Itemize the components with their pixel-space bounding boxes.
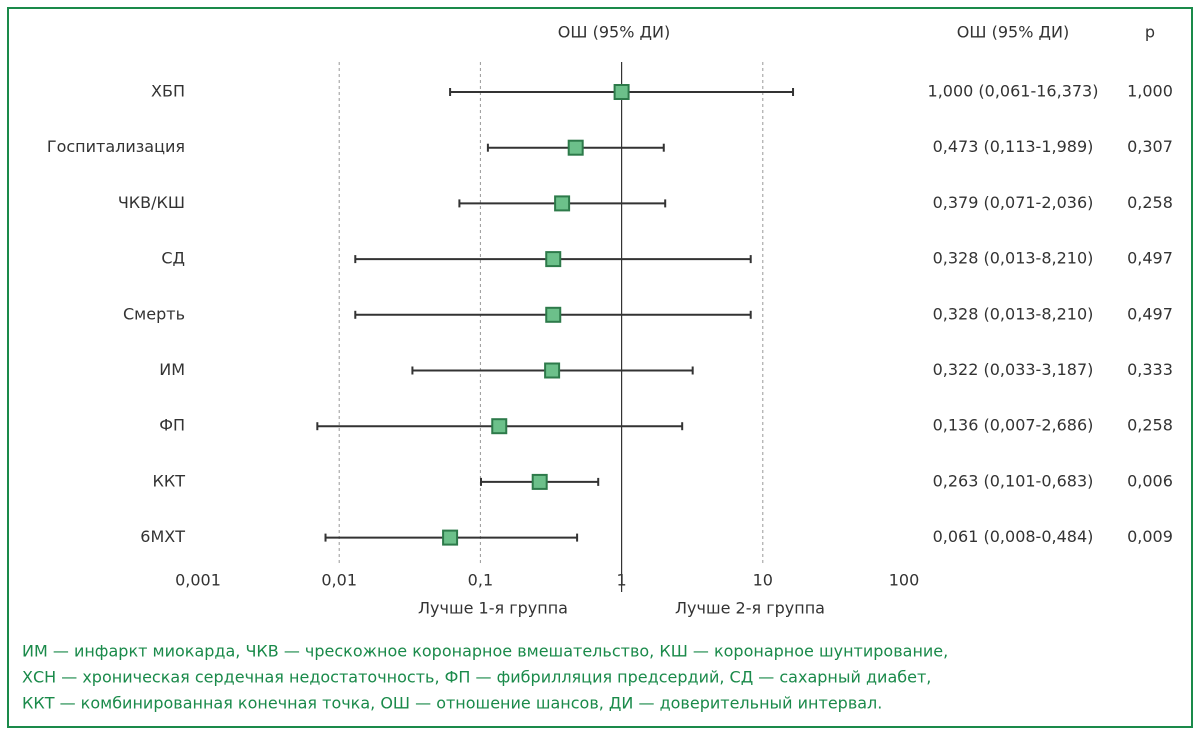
annotation: Лучше 2-я группа (675, 599, 825, 618)
x-tick-label: 10 (753, 571, 773, 590)
marker (567, 139, 584, 156)
annotation: Лучше 1-я группа (418, 599, 568, 618)
x-tick-label: 100 (889, 571, 920, 590)
marker (545, 251, 562, 268)
x-tick-label: 0,001 (175, 571, 221, 590)
marker (442, 529, 459, 546)
marker (491, 418, 508, 435)
frame (7, 7, 1193, 728)
p-label: 0,258 (1127, 416, 1173, 435)
y-tick-label: ФП (159, 416, 185, 435)
p-label: 0,006 (1127, 471, 1173, 490)
y-tick-label: ККТ (153, 471, 186, 490)
p-label: 1,000 (1127, 82, 1173, 101)
y-tick-label: Госпитализация (47, 137, 185, 156)
p-label: 0,497 (1127, 304, 1173, 323)
p-label: 0,258 (1127, 193, 1173, 212)
or-label: 0,328 (0,013-8,210) (933, 304, 1094, 323)
or-label: 0,263 (0,101-0,683) (933, 471, 1094, 490)
or-label: 1,000 (0,061-16,373) (928, 82, 1099, 101)
or-label: 0,379 (0,071-2,036) (933, 193, 1094, 212)
y-tick-label: 6МХТ (140, 527, 185, 546)
or-label: 0,136 (0,007-2,686) (933, 416, 1094, 435)
y-tick-label: СД (161, 249, 185, 268)
chart-title: ОШ (95% ДИ) (558, 23, 670, 42)
p-label: 0,497 (1127, 249, 1173, 268)
y-tick-label: Смерть (123, 304, 185, 323)
x-tick-label: 0,01 (321, 571, 357, 590)
or-label: 0,328 (0,013-8,210) (933, 249, 1094, 268)
marker (531, 473, 548, 490)
or-label: 0,473 (0,113-1,989) (933, 137, 1094, 156)
y-tick-label: ИМ (159, 360, 185, 379)
or-label: 0,322 (0,033-3,187) (933, 360, 1094, 379)
footnote: ИМ — инфаркт миокарда, ЧКВ — чрескожное … (22, 642, 948, 661)
p-label: 0,333 (1127, 360, 1173, 379)
footnote: ККТ — комбинированная конечная точка, ОШ… (22, 694, 882, 713)
x-tick-label: 0,1 (468, 571, 493, 590)
p-label: 0,307 (1127, 137, 1173, 156)
p-label: 0,009 (1127, 527, 1173, 546)
y-tick-label: ЧКВ/КШ (118, 193, 185, 212)
or-label: 0,061 (0,008-0,484) (933, 527, 1094, 546)
column-header: ОШ (95% ДИ) (957, 23, 1069, 42)
y-tick-label: ХБП (151, 82, 185, 101)
marker (613, 84, 630, 100)
marker (544, 362, 561, 379)
column-header: p (1145, 23, 1155, 42)
marker (545, 306, 562, 323)
footnote: ХСН — хроническая сердечная недостаточно… (22, 668, 931, 687)
marker (554, 195, 571, 212)
